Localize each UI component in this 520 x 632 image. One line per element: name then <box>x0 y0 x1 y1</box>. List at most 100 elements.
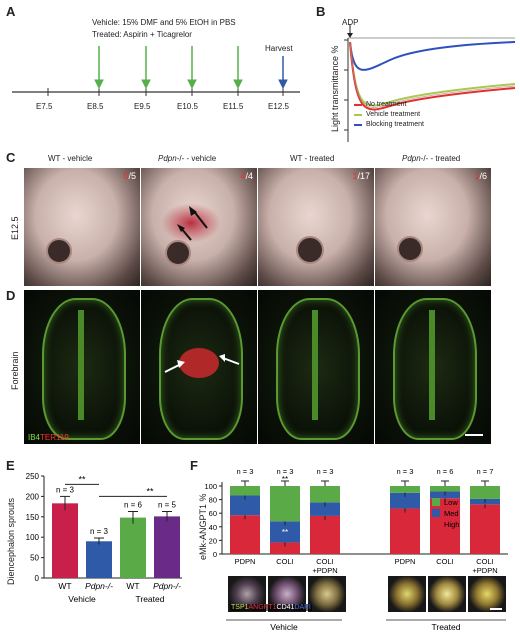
f-n-label: n = 3 <box>317 467 334 476</box>
harvest-label: Harvest <box>265 44 293 53</box>
hemorrhage-arrow-icon <box>177 206 208 241</box>
f-bar-segment-med <box>310 502 340 516</box>
row-label-forebrain: Forebrain <box>10 351 20 390</box>
e-ytick-label: 50 <box>30 554 39 563</box>
e-ytick-label: 200 <box>26 492 40 501</box>
f-ytick-label: 100 <box>204 482 217 491</box>
col-title-wt-treated: WT - treated <box>290 154 335 163</box>
legend-swatch-vehicle <box>354 114 362 116</box>
count-wt-vehicle: 0/5 <box>123 171 136 181</box>
count-wt-treated: 1/17 <box>352 171 370 181</box>
stain-dapi: DAPI <box>294 604 311 611</box>
section-photo-pdpn-treated <box>375 290 491 444</box>
row-label-e12-5: E12.5 <box>10 216 20 240</box>
f-group-label-treated: Treated <box>432 622 461 632</box>
legend-blocking: Blocking treatment <box>366 121 424 128</box>
cell-image-vehicle-coli-pdpn <box>308 576 346 612</box>
e-category-label: Pdpn-/- <box>85 581 113 591</box>
f-scale-bar <box>490 608 502 610</box>
e-ytick-label: 250 <box>26 472 40 481</box>
f-category-label: COLI <box>476 557 494 566</box>
section-photo-wt-vehicle <box>24 290 140 444</box>
count-pdpn-treated: 1/6 <box>474 171 487 181</box>
e-group-label-treated: Treated <box>136 594 165 604</box>
cell-image-treated-coli-pdpn <box>468 576 506 612</box>
f-ytick-label: 20 <box>209 536 217 545</box>
f-legend-label: Med <box>444 509 459 518</box>
aggregation-trace-plot <box>344 24 516 142</box>
panel-label-d: D <box>6 288 16 303</box>
transmittance-axis-label: Light transmittance % <box>330 45 340 132</box>
col-title-wt-vehicle: WT - vehicle <box>48 154 93 163</box>
panel-label-b: B <box>316 4 326 19</box>
f-bar-segment-high <box>230 515 260 554</box>
embryo-photo-wt-treated: 1/17 <box>258 168 374 286</box>
f-bar-segment-low <box>470 486 500 499</box>
e-bar <box>154 516 180 578</box>
e-group-label-vehicle: Vehicle <box>68 594 96 604</box>
tick-e11-5: E11.5 <box>223 102 244 111</box>
f-legend-label: High <box>444 520 459 529</box>
f-bar-segment-med <box>270 521 300 543</box>
panel-label-c: C <box>6 150 16 165</box>
f-n-label: n = 3 <box>397 467 414 476</box>
e-bar <box>52 503 78 578</box>
f-n-label: n = 7 <box>477 467 494 476</box>
col-title-pdpn-vehicle: Pdpn-/- - vehicle <box>158 154 217 163</box>
timeline-diagram <box>12 46 300 96</box>
f-group-label-vehicle: Vehicle <box>270 622 298 632</box>
tick-e9-5: E9.5 <box>134 102 151 111</box>
f-bar-segment-med <box>390 492 420 509</box>
f-bar-segment-low <box>390 486 420 493</box>
tick-e8-5: E8.5 <box>87 102 104 111</box>
e-ytick-label: 150 <box>26 513 40 522</box>
f-bar-segment-high <box>470 504 500 554</box>
vehicle-description: Vehicle: 15% DMF and 5% EtOH in PBS <box>92 18 236 27</box>
f-category-label: +PDPN <box>312 566 337 575</box>
f-sig-label: ** <box>282 475 288 484</box>
legend-swatch-no-treatment <box>354 104 362 106</box>
f-ytick-label: 60 <box>209 509 217 518</box>
e-sig-label: ** <box>78 474 86 484</box>
e-n-label: n = 5 <box>158 500 177 509</box>
f-bar-segment-med <box>230 495 260 516</box>
f-bar-segment-high <box>390 508 420 554</box>
e-ytick-label: 100 <box>26 533 40 542</box>
tick-e12-5: E12.5 <box>268 102 289 111</box>
f-n-label: n = 3 <box>277 467 294 476</box>
f-category-label: COLI <box>276 557 294 566</box>
f-stain-legend: TSP1ANGPT1CD41DAPI <box>230 604 312 611</box>
f-category-label: +PDPN <box>472 566 497 575</box>
e-category-label: WT <box>126 581 139 591</box>
e-ylabel: Diencephalon sprouts <box>6 497 16 585</box>
f-bar-segment-high <box>270 542 300 554</box>
f-legend-label: Low <box>444 498 458 507</box>
e-sig-label: ** <box>146 486 154 496</box>
chart-e: 0 50 100 150 200 250 n = 3 WT n = 3 Pdpn-/- n = 6 W… <box>26 472 182 604</box>
embryo-photo-pdpn-treated: 1/6 <box>375 168 491 286</box>
bleed-arrow-icon <box>164 354 240 373</box>
stain-cd41: CD41 <box>276 604 295 611</box>
e-n-label: n = 3 <box>56 485 75 494</box>
tick-e10-5: E10.5 <box>177 102 198 111</box>
e-category-label: WT <box>58 581 71 591</box>
f-ytick-label: 40 <box>209 523 217 532</box>
embryo-photo-pdpn-vehicle: 4/4 <box>141 168 257 286</box>
f-category-label: PDPN <box>395 557 416 566</box>
e-bar <box>120 517 146 578</box>
f-category-label: COLI <box>436 557 454 566</box>
stain-legend: IB4TER119 <box>28 433 69 442</box>
f-ylabel: eMk-ANGPT1 % <box>198 493 208 560</box>
e-bar <box>86 541 112 578</box>
stain-tsp1: TSP1 <box>231 604 249 611</box>
panel-label-a: A <box>6 4 16 19</box>
f-bar-segment-low <box>230 486 260 496</box>
panel-label-e: E <box>6 458 15 473</box>
col-title-pdpn-treated: Pdpn-/- - treated <box>402 154 461 163</box>
f-bar-segment-high <box>310 515 340 554</box>
cell-image-treated-pdpn <box>388 576 426 612</box>
legend-swatch-blocking <box>354 124 362 126</box>
f-legend-swatch <box>432 498 440 506</box>
e-n-label: n = 3 <box>90 527 109 536</box>
